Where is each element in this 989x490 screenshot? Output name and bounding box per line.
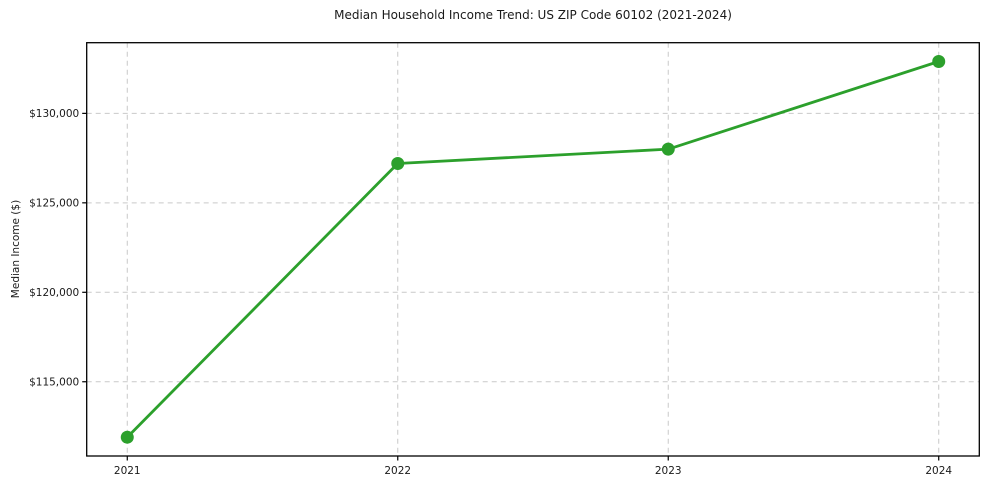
y-tick-label: $130,000: [29, 108, 79, 120]
x-tick-label: 2021: [114, 465, 141, 477]
y-tick-label: $115,000: [29, 376, 79, 388]
y-tick-label: $120,000: [29, 287, 79, 299]
data-point-2023: [661, 142, 675, 156]
data-point-2024: [932, 54, 946, 68]
trend-line: [125, 60, 941, 439]
data-point-2022: [391, 156, 405, 170]
chart-title: Median Household Income Trend: US ZIP Co…: [334, 8, 732, 22]
x-tick-label: 2023: [655, 465, 682, 477]
x-tick-label: 2022: [384, 465, 411, 477]
x-tick-label: 2024: [925, 465, 952, 477]
y-tick-label: $125,000: [29, 198, 79, 210]
plot-border: [86, 42, 980, 457]
data-point-2021: [120, 430, 134, 444]
